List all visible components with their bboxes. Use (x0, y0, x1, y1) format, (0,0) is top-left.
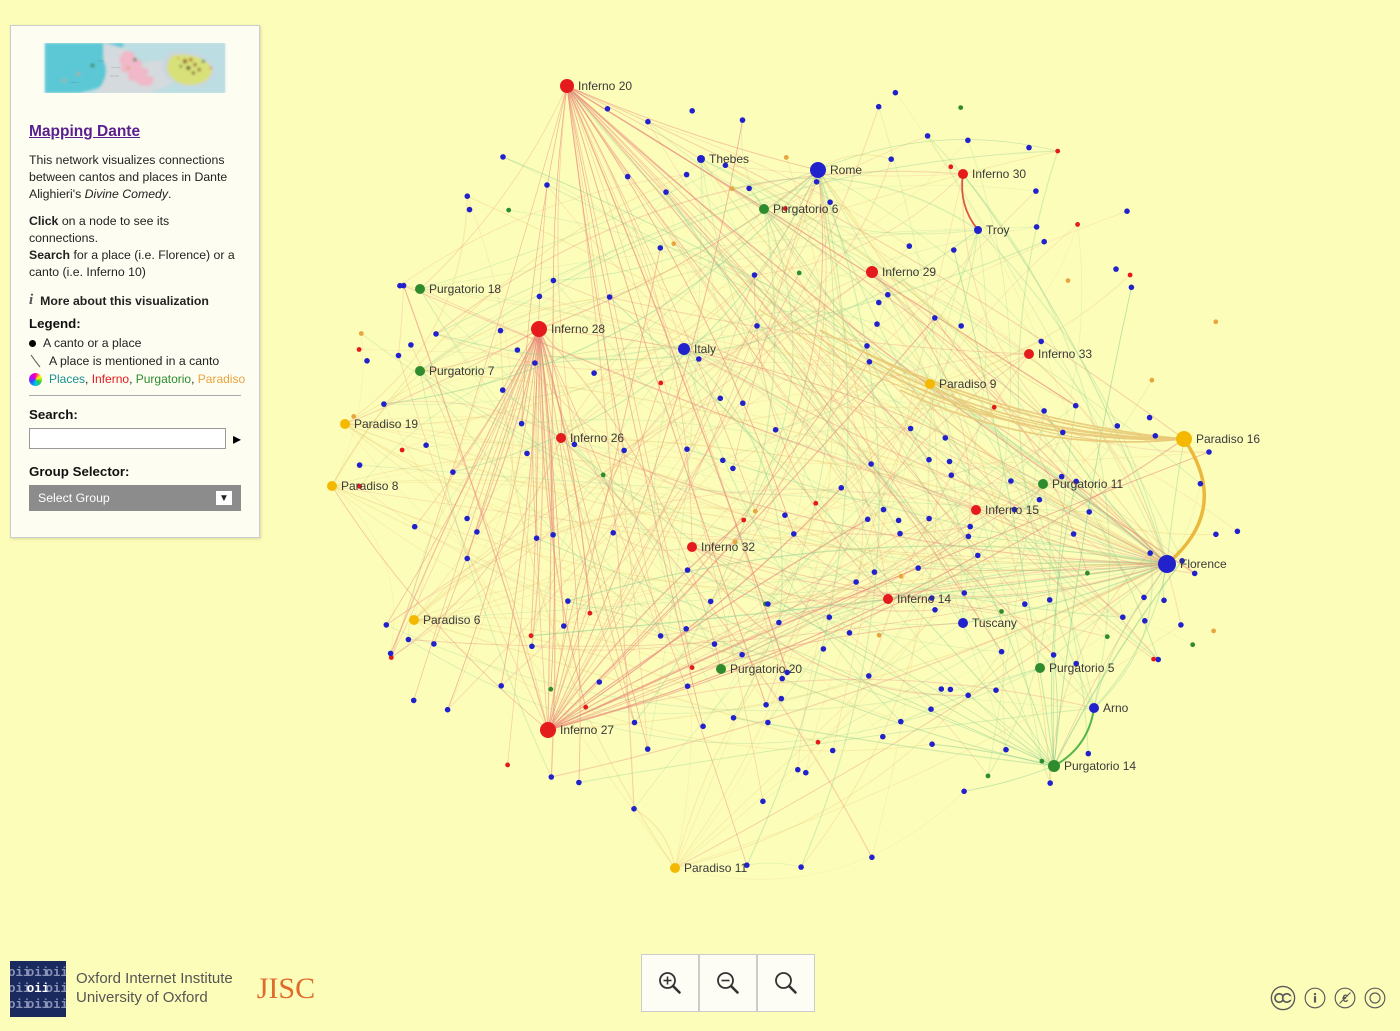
svg-text:Purgatorio 18: Purgatorio 18 (429, 282, 501, 296)
svg-text:Roussillon: Roussillon (110, 75, 119, 77)
svg-text:Inferno 14: Inferno 14 (897, 592, 951, 606)
svg-text:Inferno 29: Inferno 29 (882, 265, 936, 279)
svg-text:Thebes: Thebes (709, 152, 749, 166)
svg-text:Paradiso 19: Paradiso 19 (354, 417, 418, 431)
svg-text:Carbon: Carbon (98, 60, 105, 62)
svg-text:Purgatorio 11: Purgatorio 11 (1052, 477, 1123, 491)
svg-text:Purgatorio 14: Purgatorio 14 (1064, 759, 1136, 773)
svg-text:Paradiso 11: Paradiso 11 (684, 861, 747, 875)
svg-text:€: € (1342, 993, 1348, 1005)
svg-text:Paradiso 8: Paradiso 8 (341, 479, 399, 493)
svg-text:Inferno 30: Inferno 30 (972, 167, 1026, 181)
svg-text:Rome: Rome (830, 163, 862, 177)
svg-text:Provence: Provence (112, 67, 121, 69)
svg-text:Purgatorio 5: Purgatorio 5 (1049, 661, 1115, 675)
svg-text:oii: oii (45, 966, 66, 980)
svg-text:Catalonia: Catalonia (70, 81, 79, 84)
svg-text:Inferno 20: Inferno 20 (578, 79, 632, 93)
svg-text:Florence: Florence (1180, 557, 1227, 571)
svg-text:Inferno 15: Inferno 15 (985, 503, 1039, 517)
svg-text:oii: oii (45, 982, 66, 996)
svg-text:Italy: Italy (694, 342, 716, 356)
svg-text:Troy: Troy (986, 223, 1010, 237)
svg-text:Paradiso 16: Paradiso 16 (1196, 432, 1260, 446)
svg-text:Inferno 33: Inferno 33 (1038, 347, 1092, 361)
svg-text:Tuscany: Tuscany (972, 616, 1017, 630)
svg-text:Inferno 28: Inferno 28 (551, 322, 605, 336)
svg-text:Purgatorio 6: Purgatorio 6 (773, 202, 839, 216)
svg-text:Inferno 32: Inferno 32 (701, 540, 755, 554)
svg-text:Purgatorio 20: Purgatorio 20 (730, 662, 802, 676)
svg-text:oii: oii (45, 998, 66, 1012)
svg-text:Paradiso 6: Paradiso 6 (423, 613, 481, 627)
svg-text:Inferno 27: Inferno 27 (560, 723, 614, 737)
svg-text:Inferno 26: Inferno 26 (570, 431, 624, 445)
svg-text:Purgatorio 7: Purgatorio 7 (429, 364, 495, 378)
svg-text:Arno: Arno (1103, 701, 1129, 715)
svg-text:Paradiso 9: Paradiso 9 (939, 377, 997, 391)
